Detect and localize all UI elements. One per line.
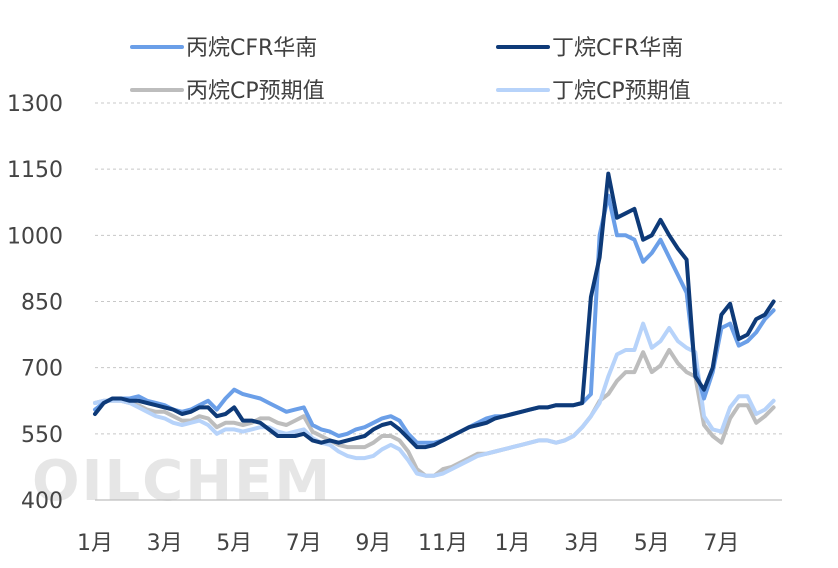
- x-tick-labels: 1月 3月 5月 7月 9月 11月 1月 3月 5月 7月: [77, 531, 739, 556]
- y-tick-label: 850: [21, 291, 63, 316]
- x-tick-label: 7月: [286, 531, 322, 556]
- watermark-logo: OILCHEM: [32, 449, 332, 514]
- x-tick-label: 3月: [147, 531, 183, 556]
- series-line-3: [93, 321, 776, 478]
- legend-item: 丁烷CFR华南: [496, 36, 683, 61]
- legend-item: 丁烷CP预期值: [496, 79, 691, 104]
- y-tick-label: 550: [21, 423, 63, 448]
- x-tick-label: 11月: [418, 531, 468, 556]
- y-tick-label: 700: [21, 357, 63, 382]
- x-tick-label: 9月: [355, 531, 391, 556]
- legend-item: 丙烷CP预期值: [130, 79, 325, 104]
- gridlines: [95, 102, 782, 435]
- watermark-text: OILCHEM: [32, 449, 332, 514]
- x-tick-label: 3月: [564, 531, 600, 556]
- legend-label: 丙烷CP预期值: [186, 79, 325, 104]
- legend-label: 丁烷CFR华南: [552, 36, 683, 61]
- legend-label: 丙烷CFR华南: [186, 36, 317, 61]
- x-tick-label: 5月: [216, 531, 252, 556]
- legend-item: 丙烷CFR华南: [130, 36, 317, 61]
- x-tick-label: 5月: [634, 531, 670, 556]
- y-tick-labels: 400 550 700 850 1000 1150 1300: [7, 92, 63, 514]
- x-tick-label: 1月: [77, 531, 113, 556]
- y-tick-label: 1300: [7, 92, 63, 117]
- series-lines: [93, 171, 776, 478]
- y-tick-label: 1000: [7, 224, 63, 249]
- series-line-1: [93, 171, 776, 450]
- series-line-0: [93, 193, 776, 445]
- y-tick-label: 1150: [7, 158, 63, 183]
- y-tick-label: 400: [21, 489, 63, 514]
- x-tick-label: 1月: [495, 531, 531, 556]
- x-tick-label: 7月: [703, 531, 739, 556]
- legend-label: 丁烷CP预期值: [552, 79, 691, 104]
